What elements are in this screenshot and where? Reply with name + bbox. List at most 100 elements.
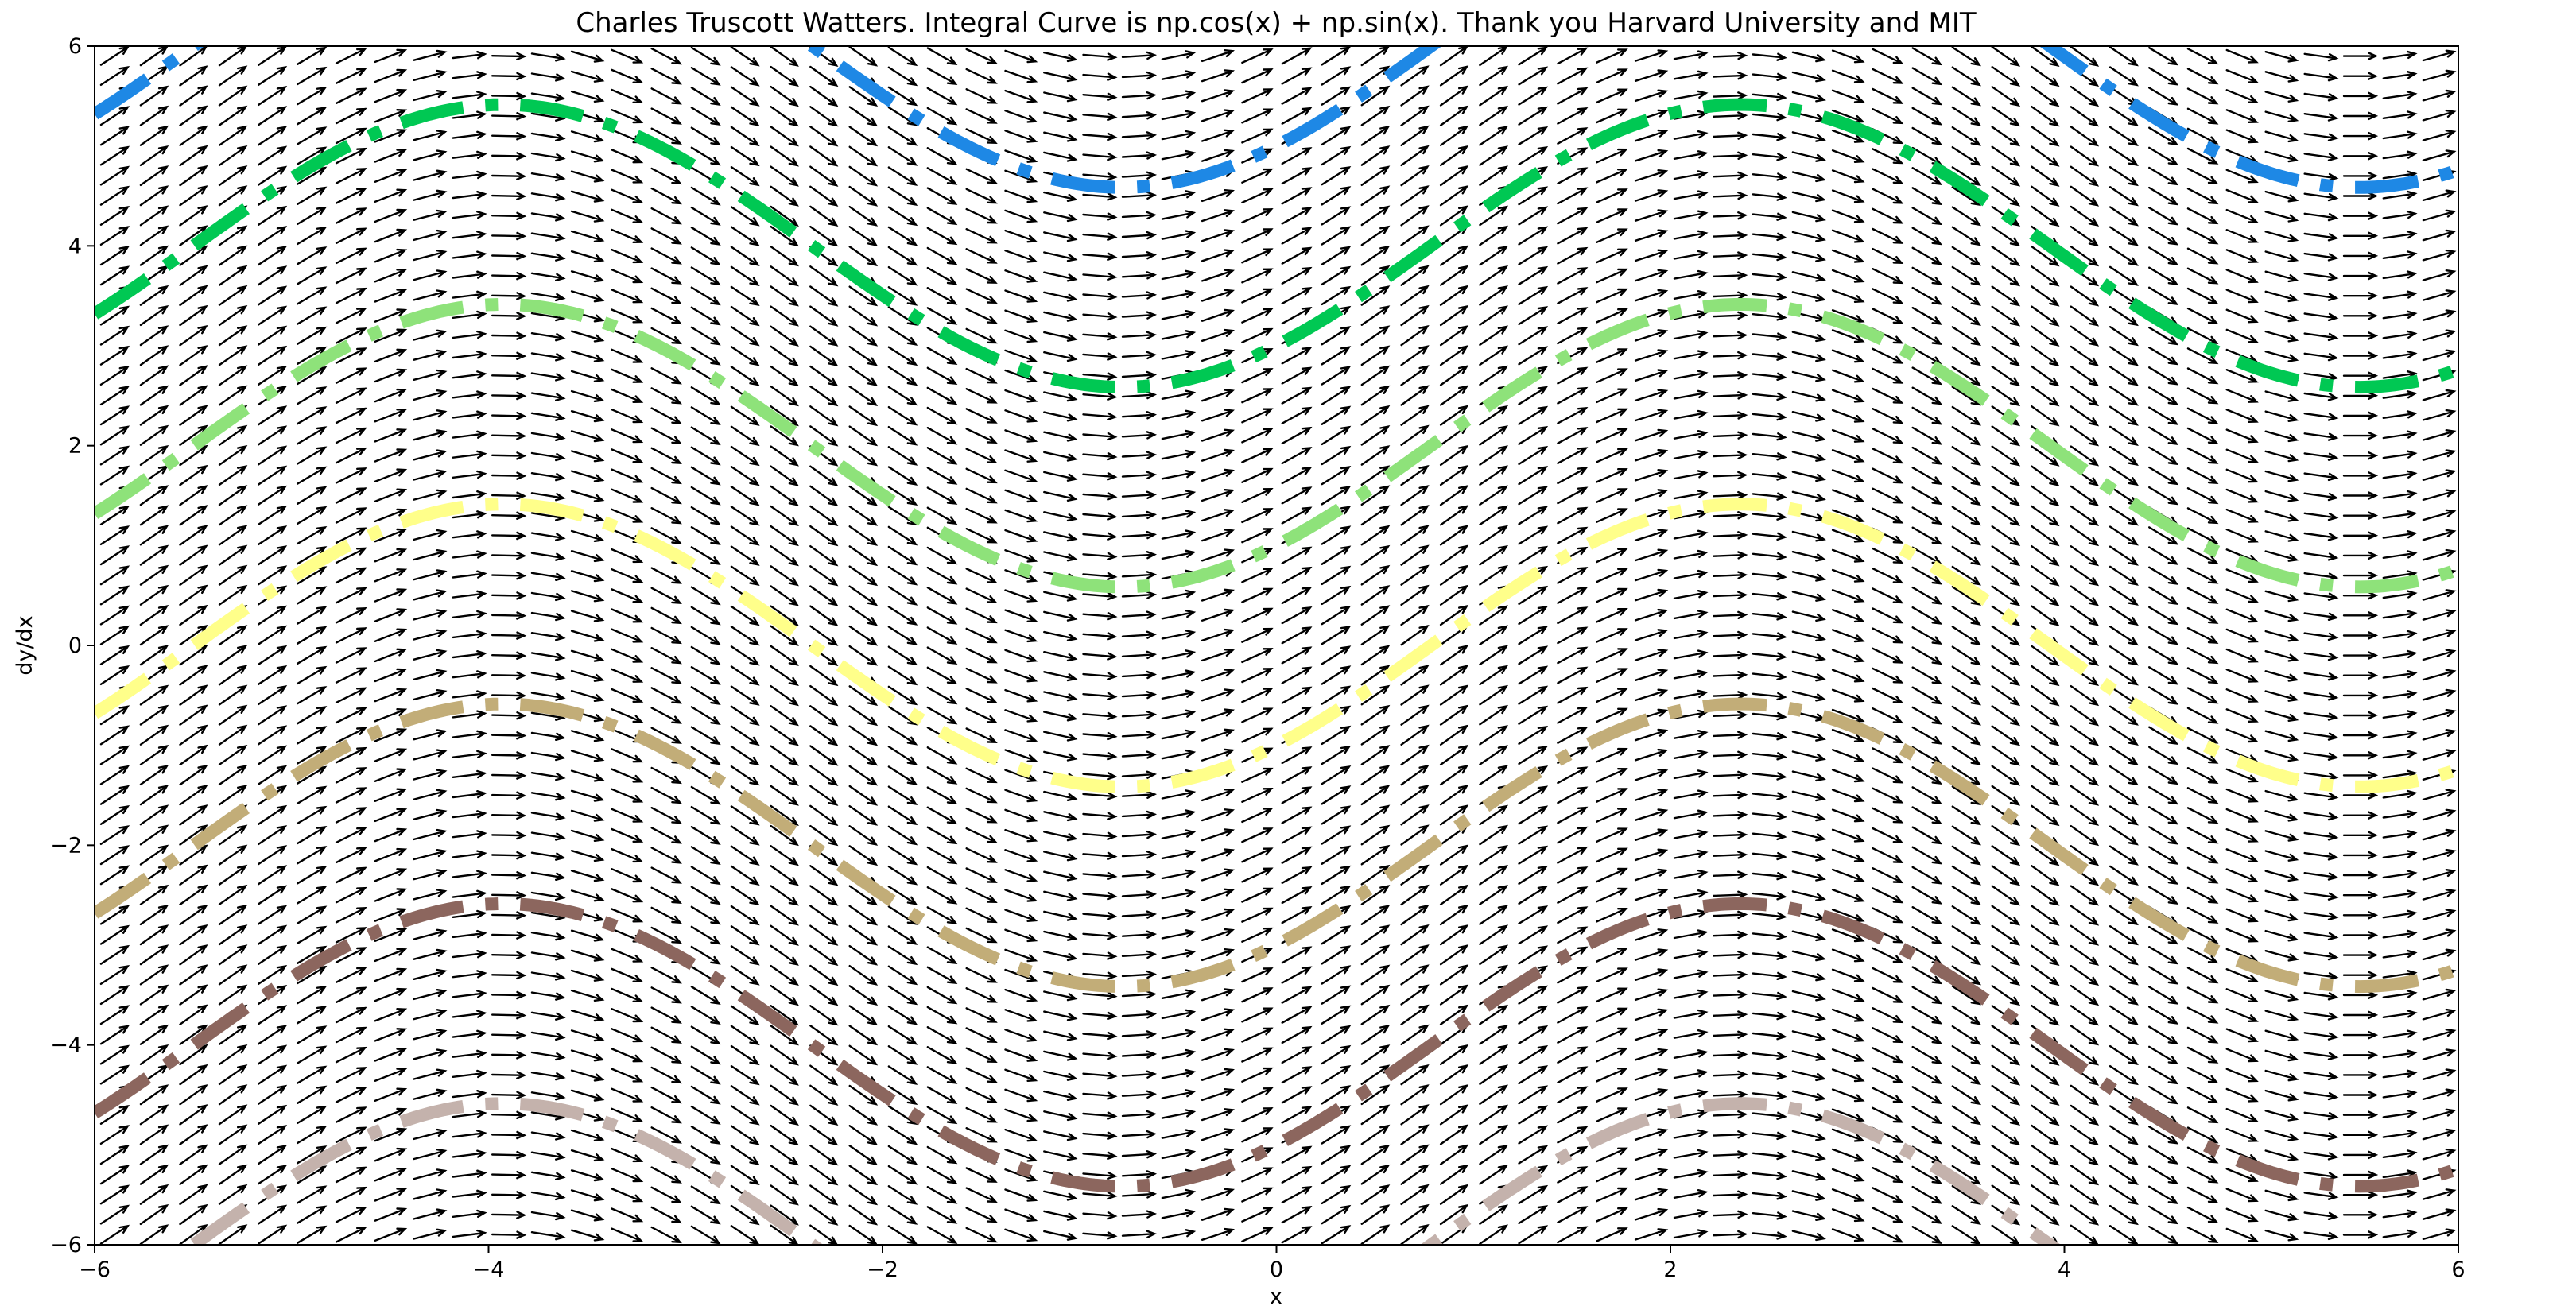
slope-arrow (1713, 610, 1748, 619)
slope-arrow (99, 1204, 130, 1225)
slope-arrow (99, 565, 130, 586)
slope-arrow (1360, 564, 1391, 586)
slope-arrow (1121, 670, 1158, 680)
slope-arrow (491, 1031, 527, 1040)
slope-arrow (1479, 165, 1509, 186)
slope-arrow (809, 285, 839, 307)
slope-arrow (730, 905, 760, 926)
x-tick-label: 0 (1270, 1258, 1283, 1282)
slope-arrow (611, 1087, 644, 1103)
slope-arrow (1004, 828, 1038, 843)
slope-arrow (1082, 492, 1118, 501)
slope-arrow (374, 109, 408, 123)
slope-arrow (139, 205, 169, 227)
slope-arrow (413, 389, 448, 401)
slope-arrow (1360, 1184, 1391, 1205)
slope-arrow (1752, 732, 1787, 741)
slope-arrow (1082, 132, 1118, 141)
slope-arrow (965, 987, 998, 1003)
slope-arrow (965, 887, 998, 903)
slope-arrow (650, 447, 682, 464)
slope-arrow (1872, 986, 1904, 1003)
slope-arrow (730, 126, 760, 147)
slope-arrow (690, 805, 721, 825)
slope-arrow (1673, 490, 1709, 500)
slope-arrow (1043, 1030, 1078, 1041)
slope-arrow (1400, 1144, 1430, 1165)
slope-arrow (1321, 1225, 1352, 1245)
slope-arrow (887, 1125, 918, 1145)
slope-arrow (1479, 205, 1509, 227)
slope-arrow (218, 85, 248, 107)
slope-arrow (1752, 1192, 1787, 1200)
slope-arrow (1241, 487, 1274, 503)
slope-arrow (1557, 267, 1589, 285)
slope-arrow (1479, 645, 1509, 666)
slope-arrow (1713, 451, 1748, 459)
slope-arrow (809, 65, 839, 87)
slope-arrow (770, 924, 799, 946)
slope-arrow (770, 545, 799, 567)
slope-arrow (730, 445, 760, 467)
slope-arrow (690, 446, 721, 466)
slope-arrow (690, 1025, 721, 1045)
slope-arrow (1161, 210, 1197, 220)
slope-arrow (1121, 1190, 1158, 1199)
slope-arrow (770, 46, 799, 67)
slope-arrow (1121, 1110, 1158, 1119)
slope-arrow (770, 765, 799, 786)
slope-arrow (965, 707, 998, 723)
slope-arrow (1557, 386, 1589, 405)
slope-arrow (848, 285, 879, 307)
slope-arrow (1518, 746, 1549, 765)
slope-arrow (848, 725, 879, 746)
slope-arrow (1713, 711, 1748, 719)
slope-arrow (848, 1005, 879, 1026)
slope-arrow (1673, 829, 1709, 839)
slope-arrow (452, 670, 487, 679)
slope-arrow (1360, 1044, 1391, 1065)
slope-arrow (1161, 949, 1197, 959)
slope-arrow (413, 1048, 448, 1060)
slope-arrow (374, 1207, 408, 1222)
slope-arrow (1161, 929, 1197, 940)
slope-arrow (1518, 1005, 1549, 1025)
slope-arrow (1004, 549, 1038, 563)
slope-arrow (965, 847, 998, 863)
slope-arrow (1518, 405, 1549, 425)
slope-arrow (1281, 207, 1313, 225)
slope-arrow (1791, 870, 1826, 882)
slope-arrow (258, 1064, 288, 1085)
slope-arrow (650, 1226, 682, 1244)
slope-arrow (452, 650, 487, 659)
slope-arrow (1752, 172, 1787, 181)
slope-arrow (809, 106, 839, 127)
slope-arrow (218, 165, 248, 187)
slope-arrow (611, 987, 644, 1002)
slope-arrow (374, 348, 408, 363)
slope-arrow (1400, 1124, 1430, 1145)
slope-arrow (1400, 385, 1430, 406)
slope-arrow (730, 425, 760, 447)
slope-arrow (1791, 770, 1826, 782)
slope-arrow (1281, 107, 1313, 125)
slope-arrow (887, 265, 918, 286)
slope-arrow (491, 211, 527, 220)
slope-arrow (374, 847, 408, 862)
slope-arrow (1479, 1224, 1509, 1245)
slope-arrow (1831, 249, 1865, 263)
slope-arrow (1752, 652, 1787, 661)
slope-arrow (611, 948, 644, 963)
slope-arrow (887, 426, 918, 446)
slope-arrow (99, 1165, 130, 1185)
slope-arrow (413, 529, 448, 541)
slope-arrow (730, 1025, 760, 1046)
slope-arrow (1479, 1004, 1509, 1025)
slope-arrow (258, 106, 288, 126)
slope-arrow (1791, 1070, 1826, 1082)
slope-arrow (1713, 571, 1748, 579)
slope-arrow (1161, 110, 1197, 121)
slope-arrow (1673, 569, 1709, 579)
slope-arrow (1479, 865, 1509, 886)
slope-arrow (335, 1087, 367, 1103)
